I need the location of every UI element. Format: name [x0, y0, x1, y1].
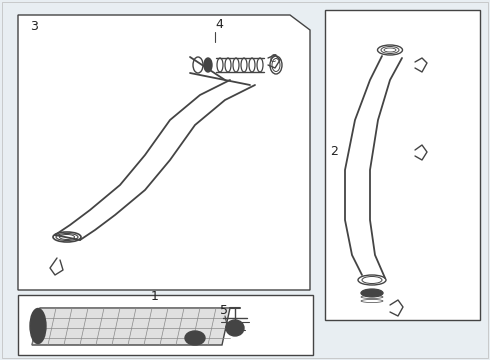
- Ellipse shape: [204, 58, 212, 72]
- Ellipse shape: [226, 320, 244, 336]
- Text: 2: 2: [330, 145, 338, 158]
- FancyBboxPatch shape: [18, 295, 313, 355]
- Ellipse shape: [361, 289, 383, 297]
- Polygon shape: [18, 15, 310, 290]
- Ellipse shape: [30, 309, 46, 343]
- Polygon shape: [32, 308, 230, 345]
- Text: 5: 5: [220, 304, 228, 317]
- Ellipse shape: [185, 331, 205, 345]
- Text: 4: 4: [215, 18, 223, 31]
- Text: 1: 1: [151, 290, 159, 303]
- Text: 3: 3: [30, 20, 38, 33]
- Text: C: C: [270, 54, 277, 64]
- FancyBboxPatch shape: [325, 10, 480, 320]
